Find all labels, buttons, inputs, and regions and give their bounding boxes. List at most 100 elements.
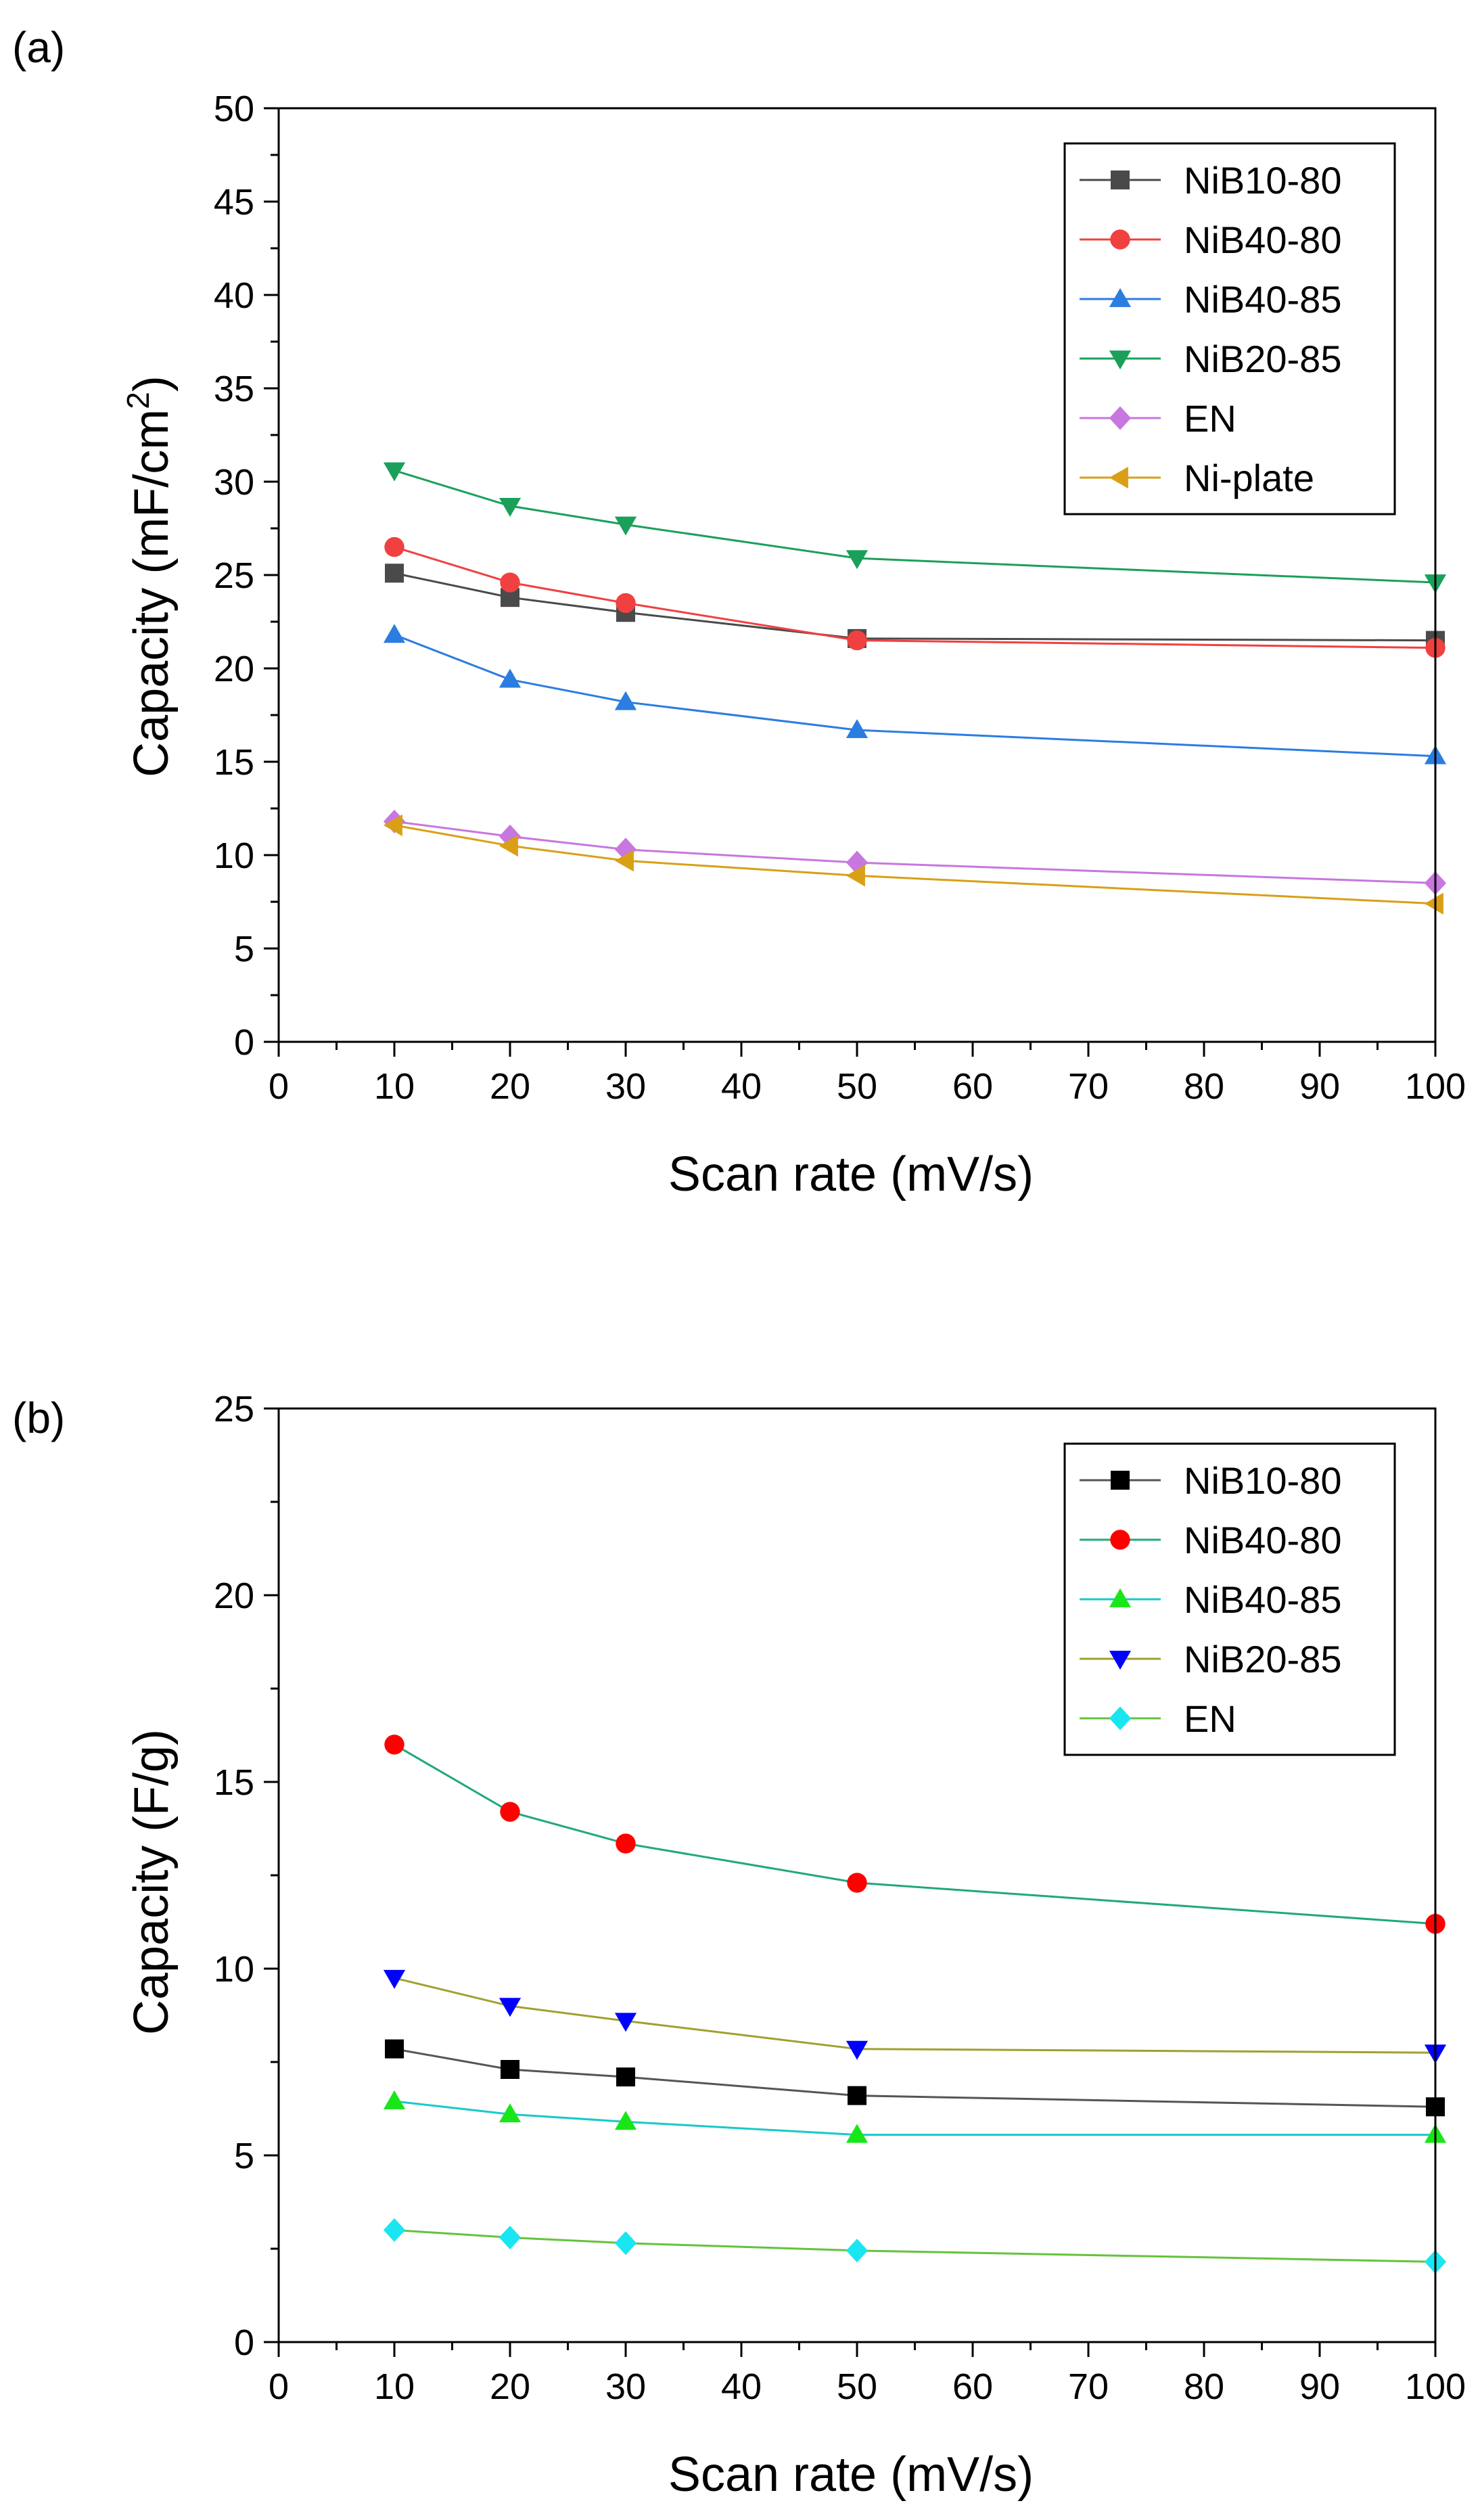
tick-group: 0 10 20 30 40 50 60 70 80 90 100 0 5 10 15 20 25 bbox=[214, 1389, 1466, 2407]
x-axis-label: Scan rate (mV/s) bbox=[668, 2448, 1034, 2502]
x-tick-label: 20 bbox=[490, 1066, 530, 1107]
series-lines bbox=[394, 469, 1436, 905]
data-point bbox=[384, 1735, 404, 1755]
data-point bbox=[614, 2013, 637, 2032]
legend-box bbox=[1063, 142, 1396, 516]
data-point bbox=[847, 1873, 867, 1893]
plot-frame bbox=[277, 107, 1437, 1043]
y-tick-label: 20 bbox=[214, 1576, 254, 1616]
x-tick-label: 10 bbox=[374, 1066, 415, 1107]
data-point bbox=[614, 691, 637, 710]
y-tick-label: 0 bbox=[234, 2322, 254, 2363]
data-point bbox=[616, 1833, 636, 1854]
legend-label: NiB10-80 bbox=[1184, 1459, 1341, 1502]
data-point bbox=[383, 814, 402, 836]
series-markers bbox=[383, 1735, 1447, 2274]
x-tick-label: 60 bbox=[952, 2366, 993, 2407]
data-point bbox=[846, 850, 869, 875]
series-markers bbox=[383, 462, 1447, 915]
data-point bbox=[846, 2124, 869, 2143]
legend: NiB10-80 NiB40-80 NiB40-85 NiB20-85 EN bbox=[1063, 1442, 1396, 1756]
y-tick-label: 0 bbox=[234, 1022, 254, 1063]
series-line-nib10-80 bbox=[394, 572, 1436, 642]
y-tick-label: 20 bbox=[214, 649, 254, 689]
y-tick-label: 5 bbox=[234, 929, 254, 969]
data-point bbox=[501, 588, 519, 608]
data-point bbox=[614, 2231, 637, 2255]
legend-label: NiB40-85 bbox=[1184, 278, 1341, 321]
legend-label: NiB40-80 bbox=[1184, 219, 1341, 261]
x-tick-label: 50 bbox=[837, 1066, 877, 1107]
legend-marker bbox=[1109, 466, 1128, 489]
data-point bbox=[384, 536, 404, 557]
legend-marker bbox=[1110, 1530, 1130, 1550]
data-point bbox=[499, 2103, 522, 2123]
y-tick-label: 25 bbox=[214, 555, 254, 596]
data-point bbox=[499, 2225, 522, 2249]
y-tick-label: 15 bbox=[214, 1762, 254, 1803]
data-point bbox=[383, 2090, 406, 2109]
panel-label: (b) bbox=[12, 1394, 65, 1442]
data-point bbox=[846, 865, 865, 887]
legend-marker bbox=[1109, 350, 1132, 370]
data-point bbox=[385, 2039, 404, 2059]
data-point bbox=[500, 1802, 520, 1822]
data-point bbox=[847, 630, 867, 651]
legend-marker bbox=[1109, 406, 1132, 430]
panel-a: (a) Capacity (mF/cm2) Scan rate (mV/s) 0… bbox=[12, 23, 1466, 1201]
legend-marker bbox=[1111, 1471, 1130, 1490]
data-point bbox=[1424, 892, 1443, 915]
data-point bbox=[499, 668, 522, 688]
data-point bbox=[848, 2086, 866, 2105]
legend-marker bbox=[1111, 170, 1130, 189]
legend-label: NiB10-80 bbox=[1184, 159, 1341, 202]
data-point bbox=[846, 550, 869, 570]
y-tick-label: 45 bbox=[214, 182, 254, 223]
data-point bbox=[499, 835, 518, 857]
series-line-nib10-80 bbox=[394, 2048, 1436, 2108]
x-tick-label: 90 bbox=[1299, 2366, 1340, 2407]
legend-marker bbox=[1109, 288, 1132, 307]
data-point bbox=[614, 850, 634, 872]
x-tick-label: 40 bbox=[721, 2366, 762, 2407]
legend-label: NiB20-85 bbox=[1184, 338, 1341, 380]
data-point bbox=[383, 624, 406, 643]
data-point bbox=[846, 2239, 869, 2263]
legend-label: EN bbox=[1184, 1697, 1236, 1740]
y-tick-label: 25 bbox=[214, 1389, 254, 1429]
data-point bbox=[500, 572, 520, 593]
y-tick-label: 15 bbox=[214, 742, 254, 783]
legend-label: EN bbox=[1184, 397, 1236, 440]
y-tick-label: 5 bbox=[234, 2136, 254, 2176]
data-point bbox=[383, 2218, 406, 2242]
x-tick-label: 0 bbox=[269, 2366, 289, 2407]
panel-b: (b) Capacity (F/g) Scan rate (mV/s) 0 10 2… bbox=[12, 1389, 1466, 2502]
data-point bbox=[499, 1998, 522, 2017]
data-point bbox=[383, 1969, 406, 1989]
x-tick-label: 100 bbox=[1405, 1066, 1466, 1107]
x-tick-label: 70 bbox=[1068, 1066, 1109, 1107]
y-tick-label: 10 bbox=[214, 1949, 254, 1990]
legend-marker bbox=[1110, 229, 1130, 250]
tick-group: 0 10 20 30 40 50 60 70 80 90 100 0 5 10 15 20 25 30 35 40 45… bbox=[214, 89, 1466, 1107]
y-tick-label: 10 bbox=[214, 835, 254, 876]
data-point bbox=[501, 2060, 519, 2080]
series-line-nib40-80 bbox=[394, 546, 1436, 649]
y-axis-label: Capacity (F/g) bbox=[124, 1729, 179, 2035]
x-tick-label: 70 bbox=[1068, 2366, 1109, 2407]
data-point bbox=[614, 516, 637, 536]
legend-marker bbox=[1109, 1588, 1132, 1607]
x-tick-label: 80 bbox=[1184, 1066, 1224, 1107]
data-point bbox=[846, 718, 869, 738]
legend-marker bbox=[1109, 1651, 1132, 1670]
panel-label: (a) bbox=[12, 23, 65, 72]
x-tick-label: 30 bbox=[605, 2366, 646, 2407]
series-line-nib40-80 bbox=[394, 1743, 1436, 1925]
y-tick-label: 40 bbox=[214, 275, 254, 316]
x-axis-label: Scan rate (mV/s) bbox=[668, 1147, 1034, 1201]
x-tick-label: 90 bbox=[1299, 1066, 1340, 1107]
series-line-nib20-85 bbox=[394, 1977, 1436, 2054]
legend-label: Ni-plate bbox=[1184, 457, 1314, 499]
data-point bbox=[616, 593, 636, 614]
